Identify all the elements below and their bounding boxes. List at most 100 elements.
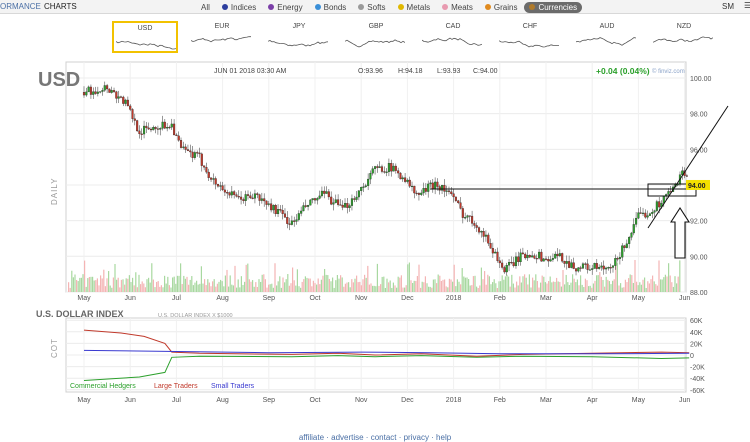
- filter-softs[interactable]: Softs: [353, 2, 390, 13]
- candle: [226, 192, 229, 194]
- volume-bar: [154, 287, 156, 292]
- candle: [267, 203, 270, 205]
- thumbnail-chf[interactable]: CHF: [497, 21, 563, 53]
- x-tick-label: Jun: [125, 295, 136, 302]
- thumbnail-aud[interactable]: AUD: [574, 21, 640, 53]
- thumbnail-eur[interactable]: EUR: [189, 21, 255, 53]
- volume-bar: [144, 287, 146, 292]
- filter-energy[interactable]: Energy: [263, 2, 307, 13]
- volume-bar: [420, 287, 422, 292]
- candle: [283, 213, 287, 218]
- volume-bar: [572, 274, 574, 292]
- volume-bar: [594, 280, 596, 292]
- thumbnail-cad[interactable]: CAD: [420, 21, 486, 53]
- candle: [92, 91, 95, 95]
- ohlc-low: L:93.93: [437, 68, 460, 75]
- sparkline-line: [345, 39, 405, 48]
- filter-currencies[interactable]: Currencies: [524, 1, 583, 13]
- last-price-label: 94.00: [688, 183, 706, 190]
- candle: [143, 125, 146, 135]
- candle: [198, 152, 201, 155]
- filter-indices[interactable]: Indices: [217, 2, 261, 13]
- volume-bar: [351, 279, 353, 292]
- volume-bar: [676, 283, 678, 292]
- menu-icon[interactable]: ☰: [744, 1, 750, 10]
- candle: [551, 258, 554, 260]
- volume-bar: [540, 282, 542, 292]
- tab-performance[interactable]: ORMANCE: [0, 2, 41, 11]
- volume-bar: [372, 285, 374, 292]
- thumbnail-gbp[interactable]: GBP: [343, 21, 409, 53]
- thumbnail-nzd[interactable]: NZD: [651, 21, 717, 53]
- candle: [154, 127, 157, 129]
- x-tick-label: Nov: [355, 295, 368, 302]
- volume-bar: [586, 280, 588, 292]
- tab-charts[interactable]: CHARTS: [44, 2, 77, 11]
- y-tick-label: 60K: [690, 318, 703, 325]
- volume-bar: [205, 285, 207, 292]
- volume-bar: [517, 285, 519, 292]
- candle: [443, 185, 446, 192]
- volume-bar: [138, 274, 140, 292]
- thumbnail-jpy[interactable]: JPY: [266, 21, 332, 53]
- volume-bar: [101, 278, 103, 292]
- filter-bonds[interactable]: Bonds: [310, 2, 352, 13]
- volume-bar: [152, 279, 154, 292]
- filter-label: Indices: [230, 2, 257, 12]
- volume-bar: [93, 280, 95, 292]
- candle: [457, 200, 460, 203]
- volume-bar: [663, 277, 665, 292]
- x-tick-label: Nov: [355, 397, 368, 404]
- filter-label: Metals: [406, 2, 431, 12]
- x-tick-label: Aug: [216, 295, 229, 302]
- volume-bar: [87, 278, 89, 292]
- filter-metals[interactable]: Metals: [393, 2, 436, 13]
- volume-bar: [199, 283, 201, 292]
- x-tick-label: Oct: [310, 397, 321, 404]
- volume-bar: [661, 279, 663, 292]
- volume-bar: [423, 282, 425, 292]
- candle: [203, 165, 206, 168]
- volume-bar: [157, 281, 159, 292]
- candle: [147, 127, 150, 130]
- candle: [605, 267, 608, 270]
- volume-bar: [500, 281, 502, 292]
- volume-bar: [551, 282, 553, 292]
- volume-bar: [330, 281, 332, 292]
- volume-bar: [485, 284, 487, 292]
- filter-meats[interactable]: Meats: [437, 2, 478, 13]
- footer-links[interactable]: affiliate · advertise · contact · privac…: [298, 433, 452, 442]
- candle: [156, 128, 159, 130]
- volume-bar: [669, 275, 671, 292]
- price-plot-frame: [65, 61, 687, 293]
- thumbnail-usd[interactable]: USD: [112, 21, 178, 53]
- volume-bar: [168, 285, 170, 292]
- volume-bar: [426, 283, 428, 292]
- y-tick-label: -20K: [690, 365, 705, 372]
- volume-bar: [341, 277, 343, 292]
- volume-bar: [498, 281, 500, 292]
- candle: [330, 196, 333, 205]
- candle: [440, 185, 444, 191]
- candle: [209, 177, 213, 180]
- volume-bar: [84, 260, 86, 292]
- top-right-link[interactable]: SM: [722, 2, 734, 11]
- filter-grains[interactable]: Grains: [480, 2, 523, 13]
- volume-bar: [496, 287, 498, 292]
- volume-bar: [407, 264, 409, 292]
- filter-all[interactable]: All: [196, 2, 215, 13]
- candle: [332, 202, 335, 205]
- volume-bar: [269, 284, 271, 292]
- candle: [651, 212, 654, 214]
- candle: [584, 263, 587, 265]
- volume-bar: [306, 277, 308, 292]
- volume-bar: [560, 286, 562, 292]
- filter-dot-icon: [268, 4, 275, 10]
- volume-bar: [626, 282, 628, 292]
- volume-bar: [469, 285, 471, 292]
- thumbnail-label: NZD: [676, 23, 692, 30]
- x-tick-label: Apr: [587, 397, 599, 404]
- volume-bar: [453, 264, 455, 292]
- candle: [598, 267, 601, 269]
- volume-bar: [588, 286, 590, 292]
